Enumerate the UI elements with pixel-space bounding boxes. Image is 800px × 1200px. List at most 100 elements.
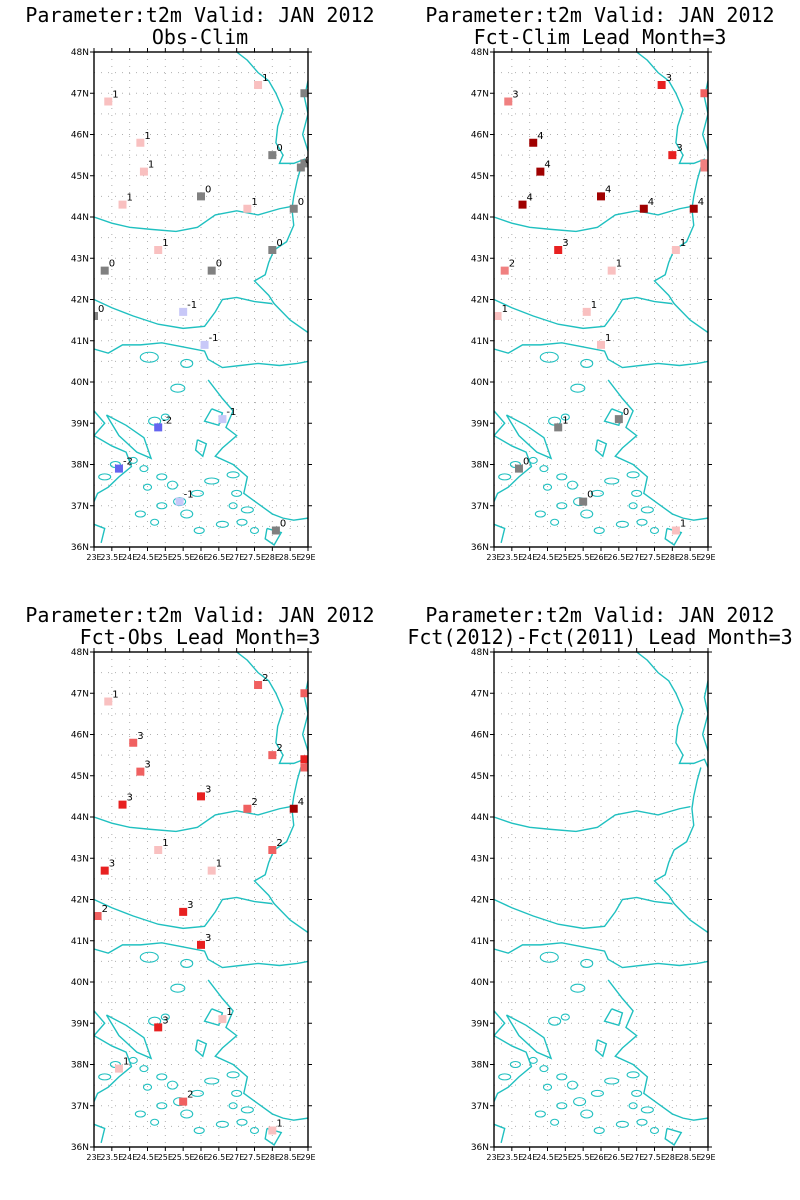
island — [604, 1077, 620, 1085]
station-marker — [518, 200, 527, 209]
station-marker — [582, 307, 591, 316]
lat-tick-label: 48N — [71, 48, 89, 58]
island — [139, 351, 159, 363]
lat-tick-label: 36N — [471, 543, 489, 553]
border-east — [701, 680, 708, 752]
panel-fct-diff: Parameter:t2m Valid: JAN 2012 Fct(2012)-… — [400, 600, 800, 1200]
station-value: 3 — [162, 1015, 168, 1026]
lat-tick-label: 46N — [71, 731, 89, 741]
lon-tick-label: 24E — [122, 553, 137, 562]
lon-tick-label: 28E — [265, 553, 280, 562]
island — [539, 951, 559, 963]
island — [615, 1120, 629, 1128]
island — [580, 1109, 594, 1119]
station-value: 3 — [308, 747, 314, 758]
island-rhodes — [264, 1127, 283, 1146]
station-marker — [218, 1015, 227, 1024]
island — [640, 1106, 654, 1114]
island — [204, 1077, 220, 1085]
island — [539, 351, 559, 363]
station-value: -1 — [226, 407, 236, 418]
island-chios — [594, 1039, 608, 1058]
island — [231, 489, 243, 497]
station-marker — [118, 200, 127, 209]
coast-peloponnese — [494, 1123, 506, 1144]
station-value: 0 — [216, 259, 222, 270]
station-marker — [504, 97, 513, 106]
island — [142, 1083, 153, 1091]
station-marker — [268, 846, 277, 854]
island — [215, 520, 229, 528]
lon-tick-label: 29E — [300, 553, 315, 562]
lon-tick-label: 28E — [665, 553, 680, 562]
island — [139, 951, 159, 963]
river-danube — [94, 206, 291, 233]
station-value: 4 — [605, 184, 611, 195]
lat-tick-label: 38N — [471, 1061, 489, 1071]
station-value: 1 — [605, 333, 611, 344]
lon-tick-label: 24E — [522, 1153, 537, 1162]
coast-north-aegean — [94, 942, 308, 969]
station-value: 3 — [205, 784, 211, 795]
station-value: 0 — [587, 490, 593, 501]
island — [193, 526, 205, 535]
coast-peloponnese — [494, 523, 506, 544]
station-marker — [114, 1064, 123, 1073]
panel-subtitle: Fct(2012)-Fct(2011) Lead Month=3 — [407, 625, 793, 649]
station-value: 1 — [127, 193, 133, 204]
station-value: 2 — [276, 743, 282, 754]
lat-tick-label: 48N — [471, 48, 489, 58]
island — [215, 1120, 229, 1128]
station-value: 0 — [280, 519, 286, 530]
station-value: 1 — [276, 1119, 282, 1130]
station-marker — [296, 163, 305, 172]
lat-tick-label: 45N — [471, 172, 489, 182]
panel-subtitle: Obs-Clim — [151, 25, 249, 49]
lon-tick-label: 24E — [122, 1153, 137, 1162]
station-value: 3 — [708, 81, 714, 92]
island-lesbos — [603, 1008, 624, 1027]
panel-fct-clim: Parameter:t2m Valid: JAN 2012 Fct-Clim L… — [400, 0, 800, 600]
station-marker — [579, 497, 588, 506]
lon-tick-label: 23E — [486, 553, 501, 562]
station-marker — [139, 167, 148, 176]
island — [640, 506, 654, 514]
coast-anatolia — [207, 979, 308, 1121]
station-marker — [529, 138, 538, 147]
station-marker — [179, 307, 188, 316]
lon-tick-label: 27.5E — [243, 553, 266, 562]
station-value: 1 — [591, 300, 597, 311]
station-value: 2 — [251, 797, 257, 808]
station-value: -2 — [123, 457, 133, 468]
panel-obs-clim: Parameter:t2m Valid: JAN 2012 Obs-Clim 1… — [0, 0, 400, 600]
station-value: 1 — [680, 519, 686, 530]
station-value: 4 — [648, 197, 654, 208]
station-marker — [218, 415, 227, 424]
station-value: 1 — [562, 415, 568, 426]
island — [590, 489, 604, 497]
lon-tick-label: 28.5E — [279, 553, 302, 562]
lat-tick-label: 45N — [71, 772, 89, 782]
island — [134, 1110, 146, 1118]
island — [128, 1056, 138, 1064]
station-marker — [668, 151, 677, 160]
border-prut — [636, 52, 708, 168]
station-value: 3 — [144, 760, 150, 771]
island — [240, 506, 254, 514]
coast-peloponnese — [94, 523, 106, 544]
island — [566, 480, 579, 490]
lat-tick-label: 43N — [71, 854, 89, 864]
island-lesbos — [203, 408, 224, 427]
station-value: 1 — [123, 1057, 129, 1068]
lon-tick-label: 25E — [158, 1153, 173, 1162]
station-marker — [597, 340, 605, 349]
station-marker — [114, 464, 123, 473]
lon-tick-label: 26.5E — [607, 553, 630, 562]
island — [166, 1080, 179, 1090]
island — [556, 1102, 568, 1110]
island — [139, 1065, 149, 1073]
island-chios — [194, 1039, 208, 1058]
lon-tick-label: 27.5E — [643, 1153, 666, 1162]
